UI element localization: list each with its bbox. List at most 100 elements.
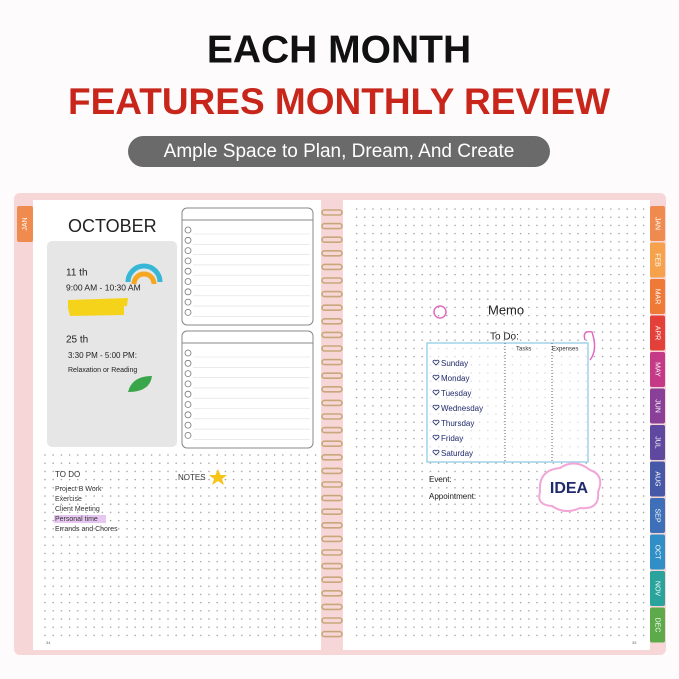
todo-label: To Do: bbox=[490, 332, 519, 343]
idea-cloud bbox=[538, 462, 602, 512]
checkbox bbox=[184, 247, 192, 255]
side-tab-label: JAN bbox=[22, 217, 29, 230]
spiral-ring bbox=[321, 576, 343, 584]
month-tab-label: FEB bbox=[654, 253, 661, 267]
month-tab-label: JAN bbox=[654, 217, 661, 230]
month-tab-label: SEP bbox=[654, 508, 661, 522]
event-date: 25 th bbox=[66, 335, 88, 346]
checkbox bbox=[184, 288, 192, 296]
bow-doodle bbox=[583, 330, 596, 361]
checkbox bbox=[184, 359, 192, 367]
todo-item: Client Meeting bbox=[55, 506, 100, 513]
day-label: Monday bbox=[441, 374, 469, 383]
day-label: Tuesday bbox=[441, 389, 471, 398]
spiral-ring bbox=[321, 399, 343, 407]
spiral-ring bbox=[321, 562, 343, 570]
month-tab-label: JUL bbox=[654, 436, 661, 449]
spiral-ring bbox=[321, 494, 343, 502]
lined-box bbox=[181, 207, 314, 326]
spiral-ring bbox=[321, 413, 343, 420]
checkbox bbox=[184, 380, 192, 388]
spiral-ring bbox=[321, 277, 343, 284]
todo-title: TO DO bbox=[55, 470, 80, 479]
month-tab bbox=[650, 425, 665, 460]
spiral-ring bbox=[321, 250, 343, 257]
spiral-ring bbox=[321, 358, 343, 366]
month-tab bbox=[650, 607, 665, 643]
spiral-ring bbox=[321, 535, 343, 543]
weekly-table bbox=[426, 342, 589, 463]
spiral-ring bbox=[321, 304, 343, 312]
spiral-ring bbox=[321, 440, 343, 448]
spiral-ring bbox=[321, 453, 343, 461]
heart-icon bbox=[432, 434, 440, 441]
spiral-ring bbox=[321, 467, 343, 475]
tagline: Ample Space to Plan, Dream, And Create bbox=[164, 141, 515, 162]
month-tab bbox=[650, 534, 665, 570]
side-tab bbox=[17, 206, 33, 242]
heart-icon bbox=[432, 359, 440, 366]
day-label: Sunday bbox=[441, 359, 468, 368]
checkbox bbox=[184, 421, 192, 429]
spiral-ring bbox=[321, 549, 343, 556]
spiral-ring bbox=[321, 617, 343, 624]
spiral-ring bbox=[321, 345, 343, 352]
month-tab-label: NOV bbox=[654, 581, 661, 597]
event-time: 3:30 PM - 5:00 PM: bbox=[68, 351, 137, 360]
clock-doodle bbox=[433, 305, 447, 319]
column-label: Expenses bbox=[552, 347, 578, 353]
checkbox bbox=[184, 349, 192, 357]
month-tab-label: MAR bbox=[654, 289, 661, 305]
checkbox bbox=[184, 411, 192, 419]
todo-item: Errands and Chores bbox=[55, 526, 118, 533]
spiral-ring bbox=[321, 290, 343, 298]
spiral-ring bbox=[321, 508, 343, 516]
column-label: Tasks bbox=[516, 347, 531, 353]
month-tab-label: DEC bbox=[654, 618, 661, 633]
appointment-label: Appointment: bbox=[429, 492, 476, 501]
event-date: 11 th bbox=[66, 268, 88, 279]
spiral-ring bbox=[321, 331, 343, 339]
heart-icon bbox=[432, 419, 440, 426]
checkbox bbox=[184, 236, 192, 244]
highlight bbox=[54, 515, 106, 523]
lined-boxes bbox=[181, 207, 314, 449]
heart-icon bbox=[432, 404, 440, 411]
month-tab bbox=[650, 388, 665, 424]
month: OCTOBER bbox=[68, 216, 157, 236]
checkbox bbox=[184, 370, 192, 378]
lined-box bbox=[181, 330, 314, 449]
month-tab bbox=[650, 315, 665, 351]
checkbox bbox=[184, 308, 192, 316]
event-label: Event: bbox=[429, 475, 452, 484]
spiral-ring bbox=[321, 372, 343, 380]
idea: IDEA bbox=[550, 480, 589, 497]
month-tab-label: OCT bbox=[654, 545, 661, 561]
todo-list: Project B Work Exercise Client Meeting Pers… bbox=[55, 486, 118, 533]
day-list: Sunday Monday Tuesday Wednesday Thursday Frid… bbox=[432, 359, 483, 458]
heart-icon bbox=[432, 374, 440, 381]
month-tab-label: AUG bbox=[654, 471, 661, 486]
star-icon bbox=[209, 469, 227, 485]
checkbox bbox=[184, 257, 192, 265]
month-tab bbox=[650, 242, 665, 278]
heart-icon bbox=[432, 389, 440, 396]
event-time: 9:00 AM - 10:30 AM bbox=[66, 282, 141, 292]
month-tab bbox=[650, 498, 665, 533]
spiral-ring bbox=[321, 385, 343, 393]
checkbox bbox=[184, 390, 192, 398]
event-note: Relaxation or Reading bbox=[68, 367, 137, 374]
month-tab-label: JUN bbox=[654, 399, 661, 413]
todo-item: Project B Work bbox=[55, 486, 102, 493]
month-tabs: JAN FEB MAR APR MAY JUN JUL AUG SEP OCT NOV DEC bbox=[650, 206, 665, 643]
tagline-pill bbox=[128, 136, 550, 167]
headline-red: FEATURES MONTHLY REVIEW bbox=[68, 81, 610, 122]
checkbox bbox=[184, 431, 192, 439]
day-label: Thursday bbox=[441, 419, 474, 428]
month-tab bbox=[650, 206, 665, 241]
day-label: Friday bbox=[441, 434, 463, 443]
heart-icon bbox=[432, 449, 440, 456]
memo: Memo bbox=[488, 302, 524, 317]
spiral-ring bbox=[321, 222, 343, 230]
